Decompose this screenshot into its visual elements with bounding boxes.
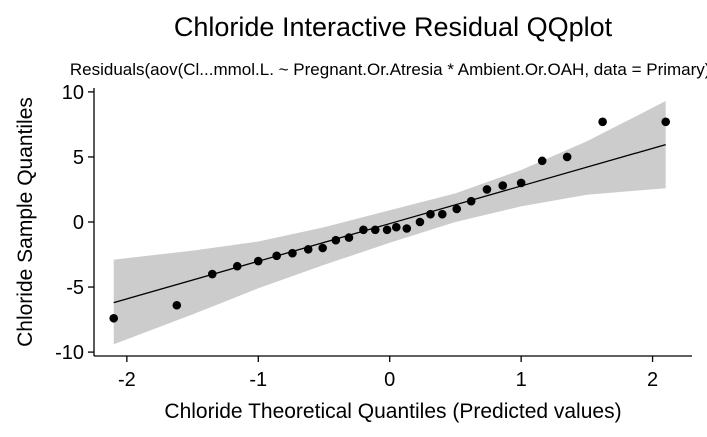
x-axis-label: Chloride Theoretical Quantiles (Predicte…: [164, 400, 621, 423]
reference-line-layer: [113, 143, 666, 304]
data-point: [466, 196, 476, 206]
data-point: [288, 248, 297, 258]
data-point: [402, 224, 412, 233]
data-point: [498, 181, 508, 190]
data-point: [303, 245, 313, 254]
data-point: [661, 117, 671, 127]
data-point: [452, 204, 462, 214]
y-tick-label: 0: [73, 212, 84, 234]
data-point: [344, 233, 354, 242]
chart-subtitle: Residuals(aov(Cl...mmol.L. ~ Pregnant.Or…: [70, 60, 707, 79]
data-point: [359, 225, 368, 235]
data-point: [272, 251, 281, 261]
data-point: [537, 156, 547, 166]
data-point: [232, 261, 242, 271]
x-tick-label: 0: [384, 369, 395, 391]
data-point: [426, 209, 435, 219]
data-point: [109, 313, 119, 323]
data-point: [207, 269, 217, 279]
data-point: [516, 178, 526, 188]
chart-title: Chloride Interactive Residual QQplot: [174, 12, 613, 42]
data-point: [253, 256, 263, 266]
y-tick-label: 10: [62, 82, 84, 104]
y-tick-label: 5: [73, 147, 84, 169]
y-axis-label: Chloride Sample Quantiles: [14, 97, 37, 347]
data-point: [382, 225, 392, 235]
x-tick-label: -2: [118, 369, 136, 391]
x-tick-label: 1: [516, 369, 527, 391]
data-point: [331, 235, 341, 245]
data-point: [562, 152, 572, 162]
x-ticks-layer: -2 -1 0 1 2: [118, 356, 658, 391]
y-tick-label: -10: [55, 342, 84, 364]
data-point: [391, 222, 401, 232]
y-ticks-layer: -10 -5 0 5 10: [55, 82, 94, 364]
data-point: [437, 209, 447, 219]
x-tick-label: 2: [647, 369, 658, 391]
data-point: [415, 217, 425, 227]
confidence-band: [113, 101, 666, 345]
data-point: [598, 117, 607, 127]
data-point: [172, 300, 182, 310]
reference-line: [113, 143, 666, 304]
y-tick-label: -5: [66, 277, 84, 299]
x-tick-label: -1: [249, 369, 267, 391]
data-point: [318, 243, 327, 253]
confidence-band-layer: [113, 101, 666, 345]
points-layer: [109, 117, 671, 323]
data-point: [482, 185, 492, 194]
data-point: [370, 225, 380, 235]
